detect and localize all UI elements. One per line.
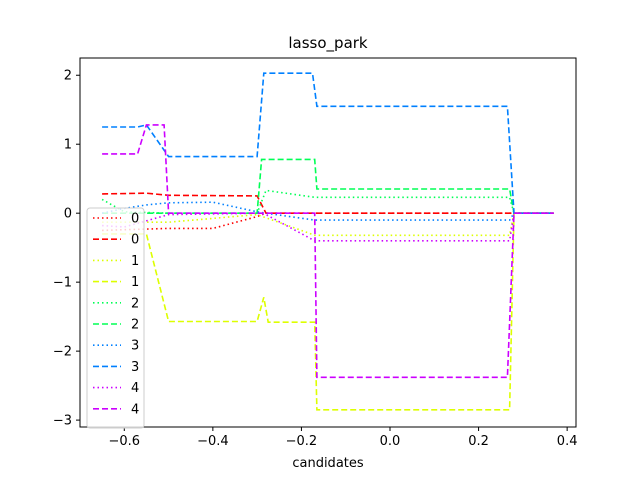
legend-label: 1 [131,254,139,269]
y-tick-label: −3 [53,414,72,429]
y-tick-label: 1 [64,138,72,153]
y-tick-label: 0 [64,207,72,222]
plot-frame [79,57,577,428]
x-axis-label: candidates [292,456,364,471]
legend-label: 2 [131,296,139,311]
x-tick-label: 0.0 [380,434,401,449]
legend: 0 0 1 1 2 2 3 3 4 4 [86,207,145,429]
series-line-1-dashed [102,192,554,214]
legend-label: 3 [131,360,139,375]
legend-label: 0 [131,212,139,227]
series-line-2-dotted [102,212,554,237]
x-tick-label: 0.2 [468,434,489,449]
series-line-9-dashed [102,124,554,379]
x-axis: −0.6 −0.4 −0.2 0.0 0.2 0.4 [108,427,577,449]
y-axis: 2 1 0 −1 −2 −3 [53,69,80,429]
x-tick-label: −0.2 [286,434,318,449]
x-tick-label: 0.4 [557,434,578,449]
series-line-5-dashed [102,158,554,214]
legend-label: 1 [131,275,139,290]
series-line-7-dashed [102,72,554,214]
y-tick-label: 2 [64,69,72,84]
legend-label: 2 [131,318,139,333]
legend-label: 4 [131,381,139,396]
legend-label: 4 [131,402,139,417]
y-tick-label: −1 [53,276,72,291]
legend-label: 0 [131,233,139,248]
x-tick-label: −0.4 [197,434,229,449]
x-tick-label: −0.6 [108,434,140,449]
series-layer [101,72,554,411]
y-tick-label: −2 [53,345,72,360]
series-line-3-dashed [102,212,554,411]
legend-label: 3 [131,339,139,354]
chart-title: lasso_park [288,34,368,53]
legend-box [86,207,145,429]
